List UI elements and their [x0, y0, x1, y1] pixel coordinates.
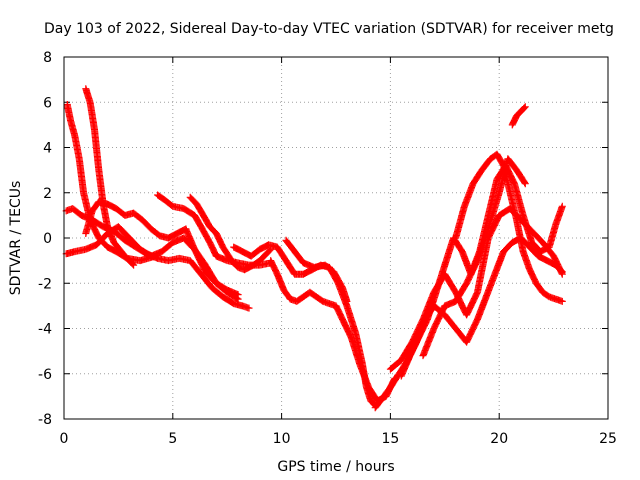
data-point: [343, 297, 351, 305]
data-point: [521, 179, 529, 187]
x-tick-label: 0: [60, 431, 69, 447]
y-tick-label: 0: [43, 231, 52, 247]
series-t9: [267, 257, 399, 405]
y-tick-label: 4: [43, 141, 52, 157]
data-point: [558, 202, 566, 210]
data-point: [129, 260, 137, 268]
y-axis-label: SDTVAR / TECUs: [8, 181, 24, 296]
data-points: [62, 85, 566, 412]
x-tick-label: 5: [168, 431, 177, 447]
x-axis-label: GPS time / hours: [277, 459, 394, 475]
y-tick-label: -6: [38, 367, 52, 383]
plot-frame: [63, 56, 609, 420]
x-tick-label: 20: [490, 431, 508, 447]
y-tick-label: -4: [38, 322, 52, 338]
data-point: [520, 104, 528, 112]
data-point: [558, 297, 566, 305]
y-tick-label: 6: [43, 95, 52, 111]
x-tick-label: 10: [273, 431, 291, 447]
series-t16: [508, 103, 529, 129]
x-tick-labels: 0 5 10 15 20 25: [60, 431, 617, 447]
series-t15: [419, 155, 529, 360]
y-tick-label: -8: [38, 412, 52, 428]
data-point: [521, 180, 529, 188]
x-tick-label: 25: [599, 431, 617, 447]
data-point: [558, 270, 566, 278]
data-point: [234, 291, 242, 299]
series-t2: [82, 85, 138, 269]
data-point: [130, 261, 138, 269]
chart-title: Day 103 of 2022, Sidereal Day-to-day VTE…: [44, 21, 614, 37]
y-tick-label: 8: [43, 50, 52, 66]
series-t5: [82, 198, 242, 299]
series-t10: [282, 236, 351, 305]
y-tick-label: -2: [38, 276, 52, 292]
data-point: [245, 304, 253, 312]
x-tick-label: 15: [381, 431, 399, 447]
y-tick-label: 2: [43, 186, 52, 202]
series-t4: [62, 205, 253, 312]
data-point: [521, 103, 529, 111]
y-tick-labels: -8 -6 -4 -2 0 2 4 6 8: [38, 50, 52, 428]
